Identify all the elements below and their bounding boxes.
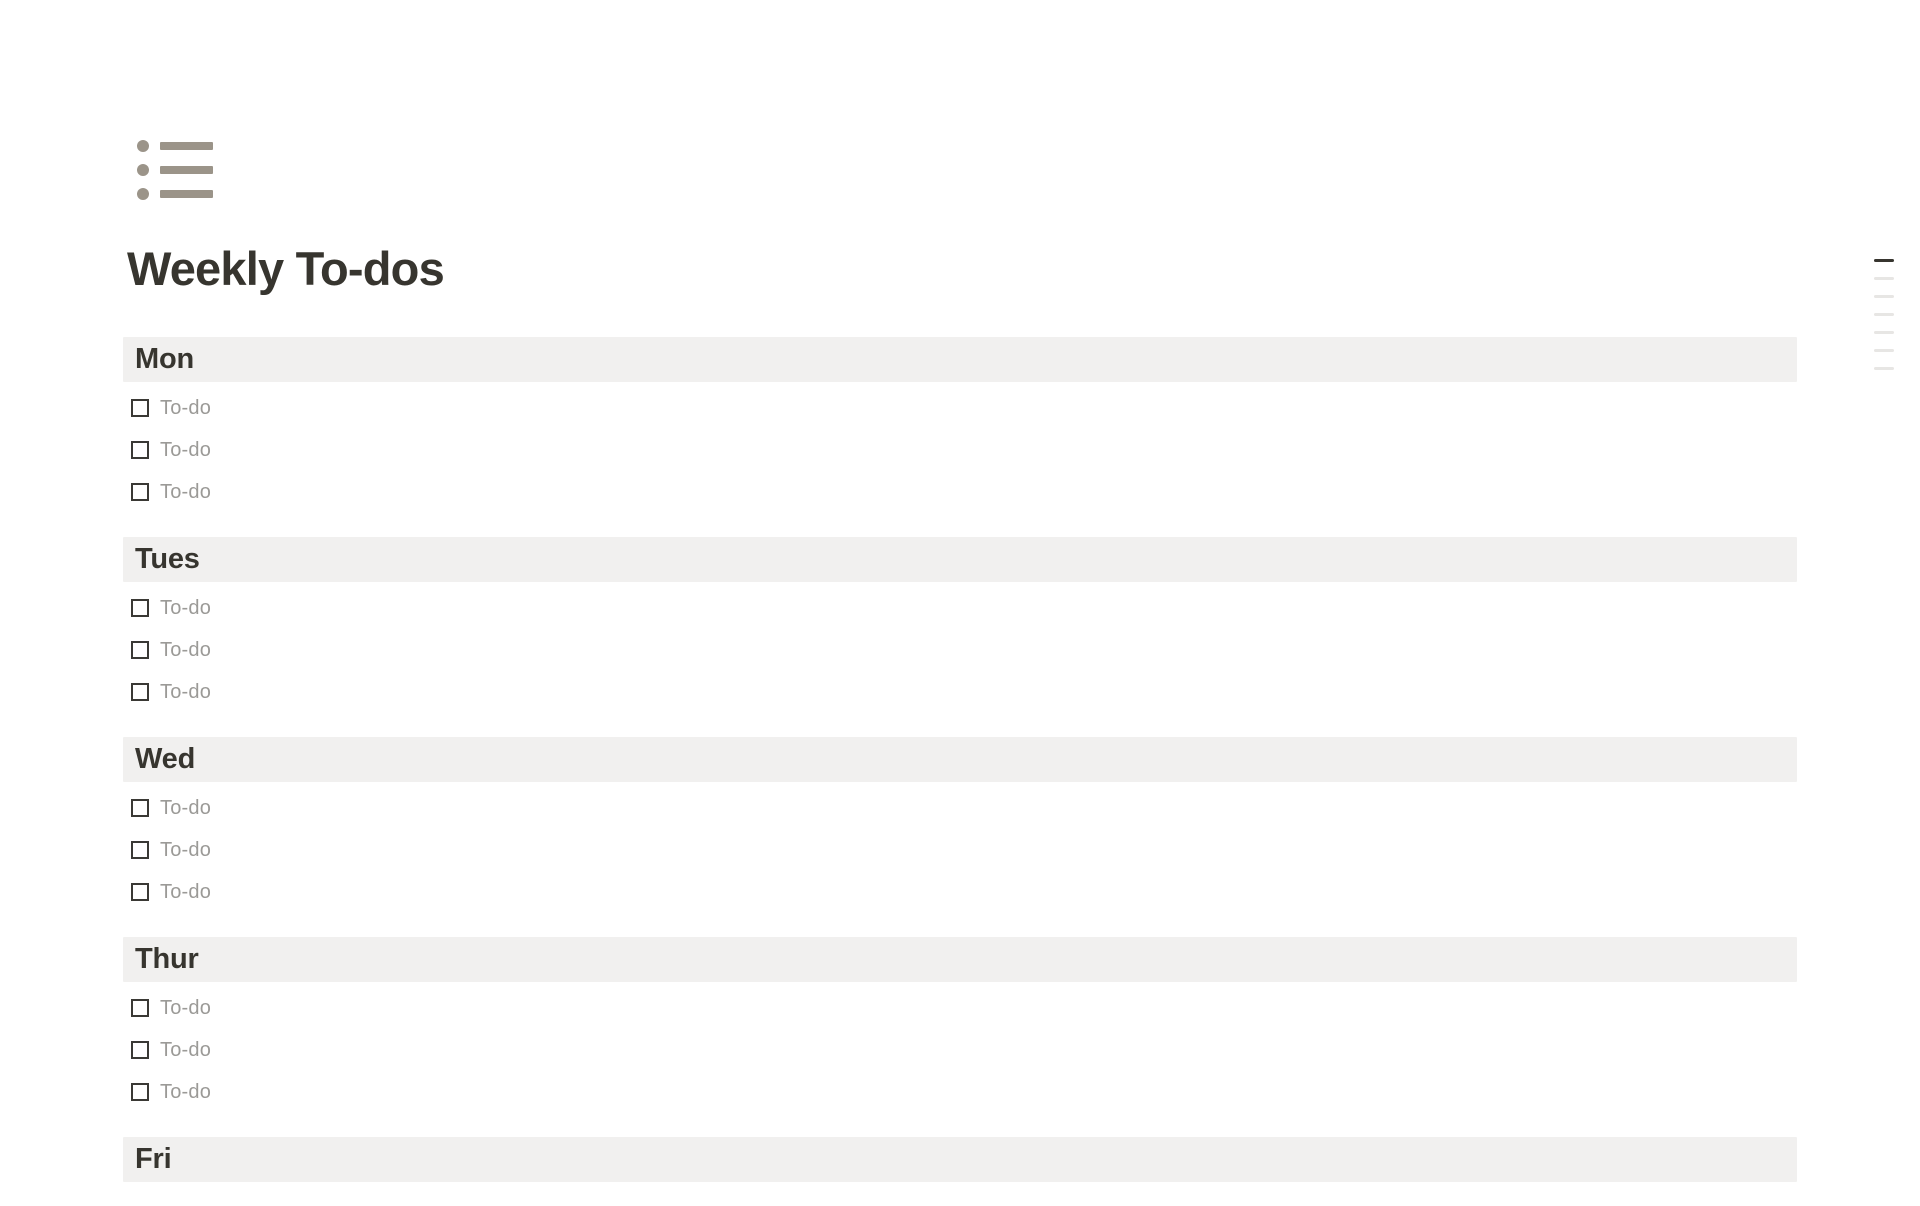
todo-item[interactable]: To-do: [123, 871, 1797, 913]
day-heading-label: Wed: [135, 743, 196, 776]
day-heading-fri[interactable]: Fri: [123, 1137, 1797, 1183]
todo-checkbox[interactable]: [131, 399, 149, 418]
outline-line[interactable]: [1874, 313, 1894, 316]
day-sections: Mon To-do To-do To-do Tues To-do: [123, 337, 1797, 1183]
outline-line[interactable]: [1874, 367, 1894, 370]
todo-placeholder-text[interactable]: To-do: [160, 838, 212, 861]
day-section-wed: Wed To-do To-do To-do: [123, 737, 1797, 913]
todo-checkbox[interactable]: [131, 641, 149, 660]
day-heading-mon[interactable]: Mon: [123, 337, 1797, 383]
todo-checkbox[interactable]: [131, 599, 149, 618]
day-heading-wed[interactable]: Wed: [123, 737, 1797, 783]
todo-checkbox[interactable]: [131, 841, 149, 860]
todo-checkbox[interactable]: [131, 999, 149, 1018]
todo-placeholder-text[interactable]: To-do: [160, 680, 212, 703]
page-content: Weekly To-dos Mon To-do To-do To-do Tues: [123, 0, 1797, 1206]
todo-item[interactable]: To-do: [123, 829, 1797, 871]
todo-placeholder-text[interactable]: To-do: [160, 480, 212, 503]
todo-placeholder-text[interactable]: To-do: [160, 996, 212, 1019]
day-heading-tues[interactable]: Tues: [123, 537, 1797, 583]
list-icon-row: [137, 164, 215, 176]
list-icon-row: [137, 188, 215, 200]
todo-checkbox[interactable]: [131, 883, 149, 902]
todo-checkbox[interactable]: [131, 683, 149, 702]
todo-item[interactable]: To-do: [123, 1071, 1797, 1113]
todo-placeholder-text[interactable]: To-do: [160, 880, 212, 903]
outline-line[interactable]: [1874, 349, 1894, 352]
list-bullet-dot: [137, 188, 149, 200]
todo-placeholder-text[interactable]: To-do: [160, 638, 212, 661]
todo-placeholder-text[interactable]: To-do: [160, 796, 212, 819]
day-heading-label: Tues: [135, 543, 200, 576]
todo-item[interactable]: To-do: [123, 587, 1797, 629]
day-heading-label: Mon: [135, 343, 194, 376]
todo-checkbox[interactable]: [131, 483, 149, 502]
todo-placeholder-text[interactable]: To-do: [160, 1080, 212, 1103]
todo-placeholder-text[interactable]: To-do: [160, 1038, 212, 1061]
todo-item[interactable]: To-do: [123, 629, 1797, 671]
day-heading-thur[interactable]: Thur: [123, 937, 1797, 983]
todo-checkbox[interactable]: [131, 1041, 149, 1060]
list-bullet-dot: [137, 164, 149, 176]
todo-checkbox[interactable]: [131, 799, 149, 818]
day-section-mon: Mon To-do To-do To-do: [123, 337, 1797, 513]
todo-item[interactable]: To-do: [123, 471, 1797, 513]
outline-line[interactable]: [1874, 259, 1894, 262]
page-title[interactable]: Weekly To-dos: [127, 242, 445, 295]
outline-line[interactable]: [1874, 295, 1894, 298]
list-line-bar: [160, 142, 213, 150]
day-heading-label: Fri: [135, 1143, 172, 1176]
todo-item[interactable]: To-do: [123, 1029, 1797, 1071]
day-section-tues: Tues To-do To-do To-do: [123, 537, 1797, 713]
todo-item[interactable]: To-do: [123, 987, 1797, 1029]
todo-checkbox[interactable]: [131, 441, 149, 460]
list-bullet-dot: [137, 140, 149, 152]
todo-placeholder-text[interactable]: To-do: [160, 596, 212, 619]
todo-placeholder-text[interactable]: To-do: [160, 438, 212, 461]
day-section-thur: Thur To-do To-do To-do: [123, 937, 1797, 1113]
outline-line[interactable]: [1874, 331, 1894, 334]
todo-placeholder-text[interactable]: To-do: [160, 396, 212, 419]
list-line-bar: [160, 166, 213, 174]
todo-item[interactable]: To-do: [123, 429, 1797, 471]
todo-item[interactable]: To-do: [123, 671, 1797, 713]
list-line-bar: [160, 190, 213, 198]
outline-line[interactable]: [1874, 277, 1894, 280]
list-icon-row: [137, 140, 215, 152]
todo-item[interactable]: To-do: [123, 387, 1797, 429]
todo-item[interactable]: To-do: [123, 787, 1797, 829]
page-icon-bulleted-list[interactable]: [137, 140, 215, 200]
todo-checkbox[interactable]: [131, 1083, 149, 1102]
day-heading-label: Thur: [135, 943, 199, 976]
page-outline: [1874, 259, 1894, 370]
day-section-fri: Fri: [123, 1137, 1797, 1183]
